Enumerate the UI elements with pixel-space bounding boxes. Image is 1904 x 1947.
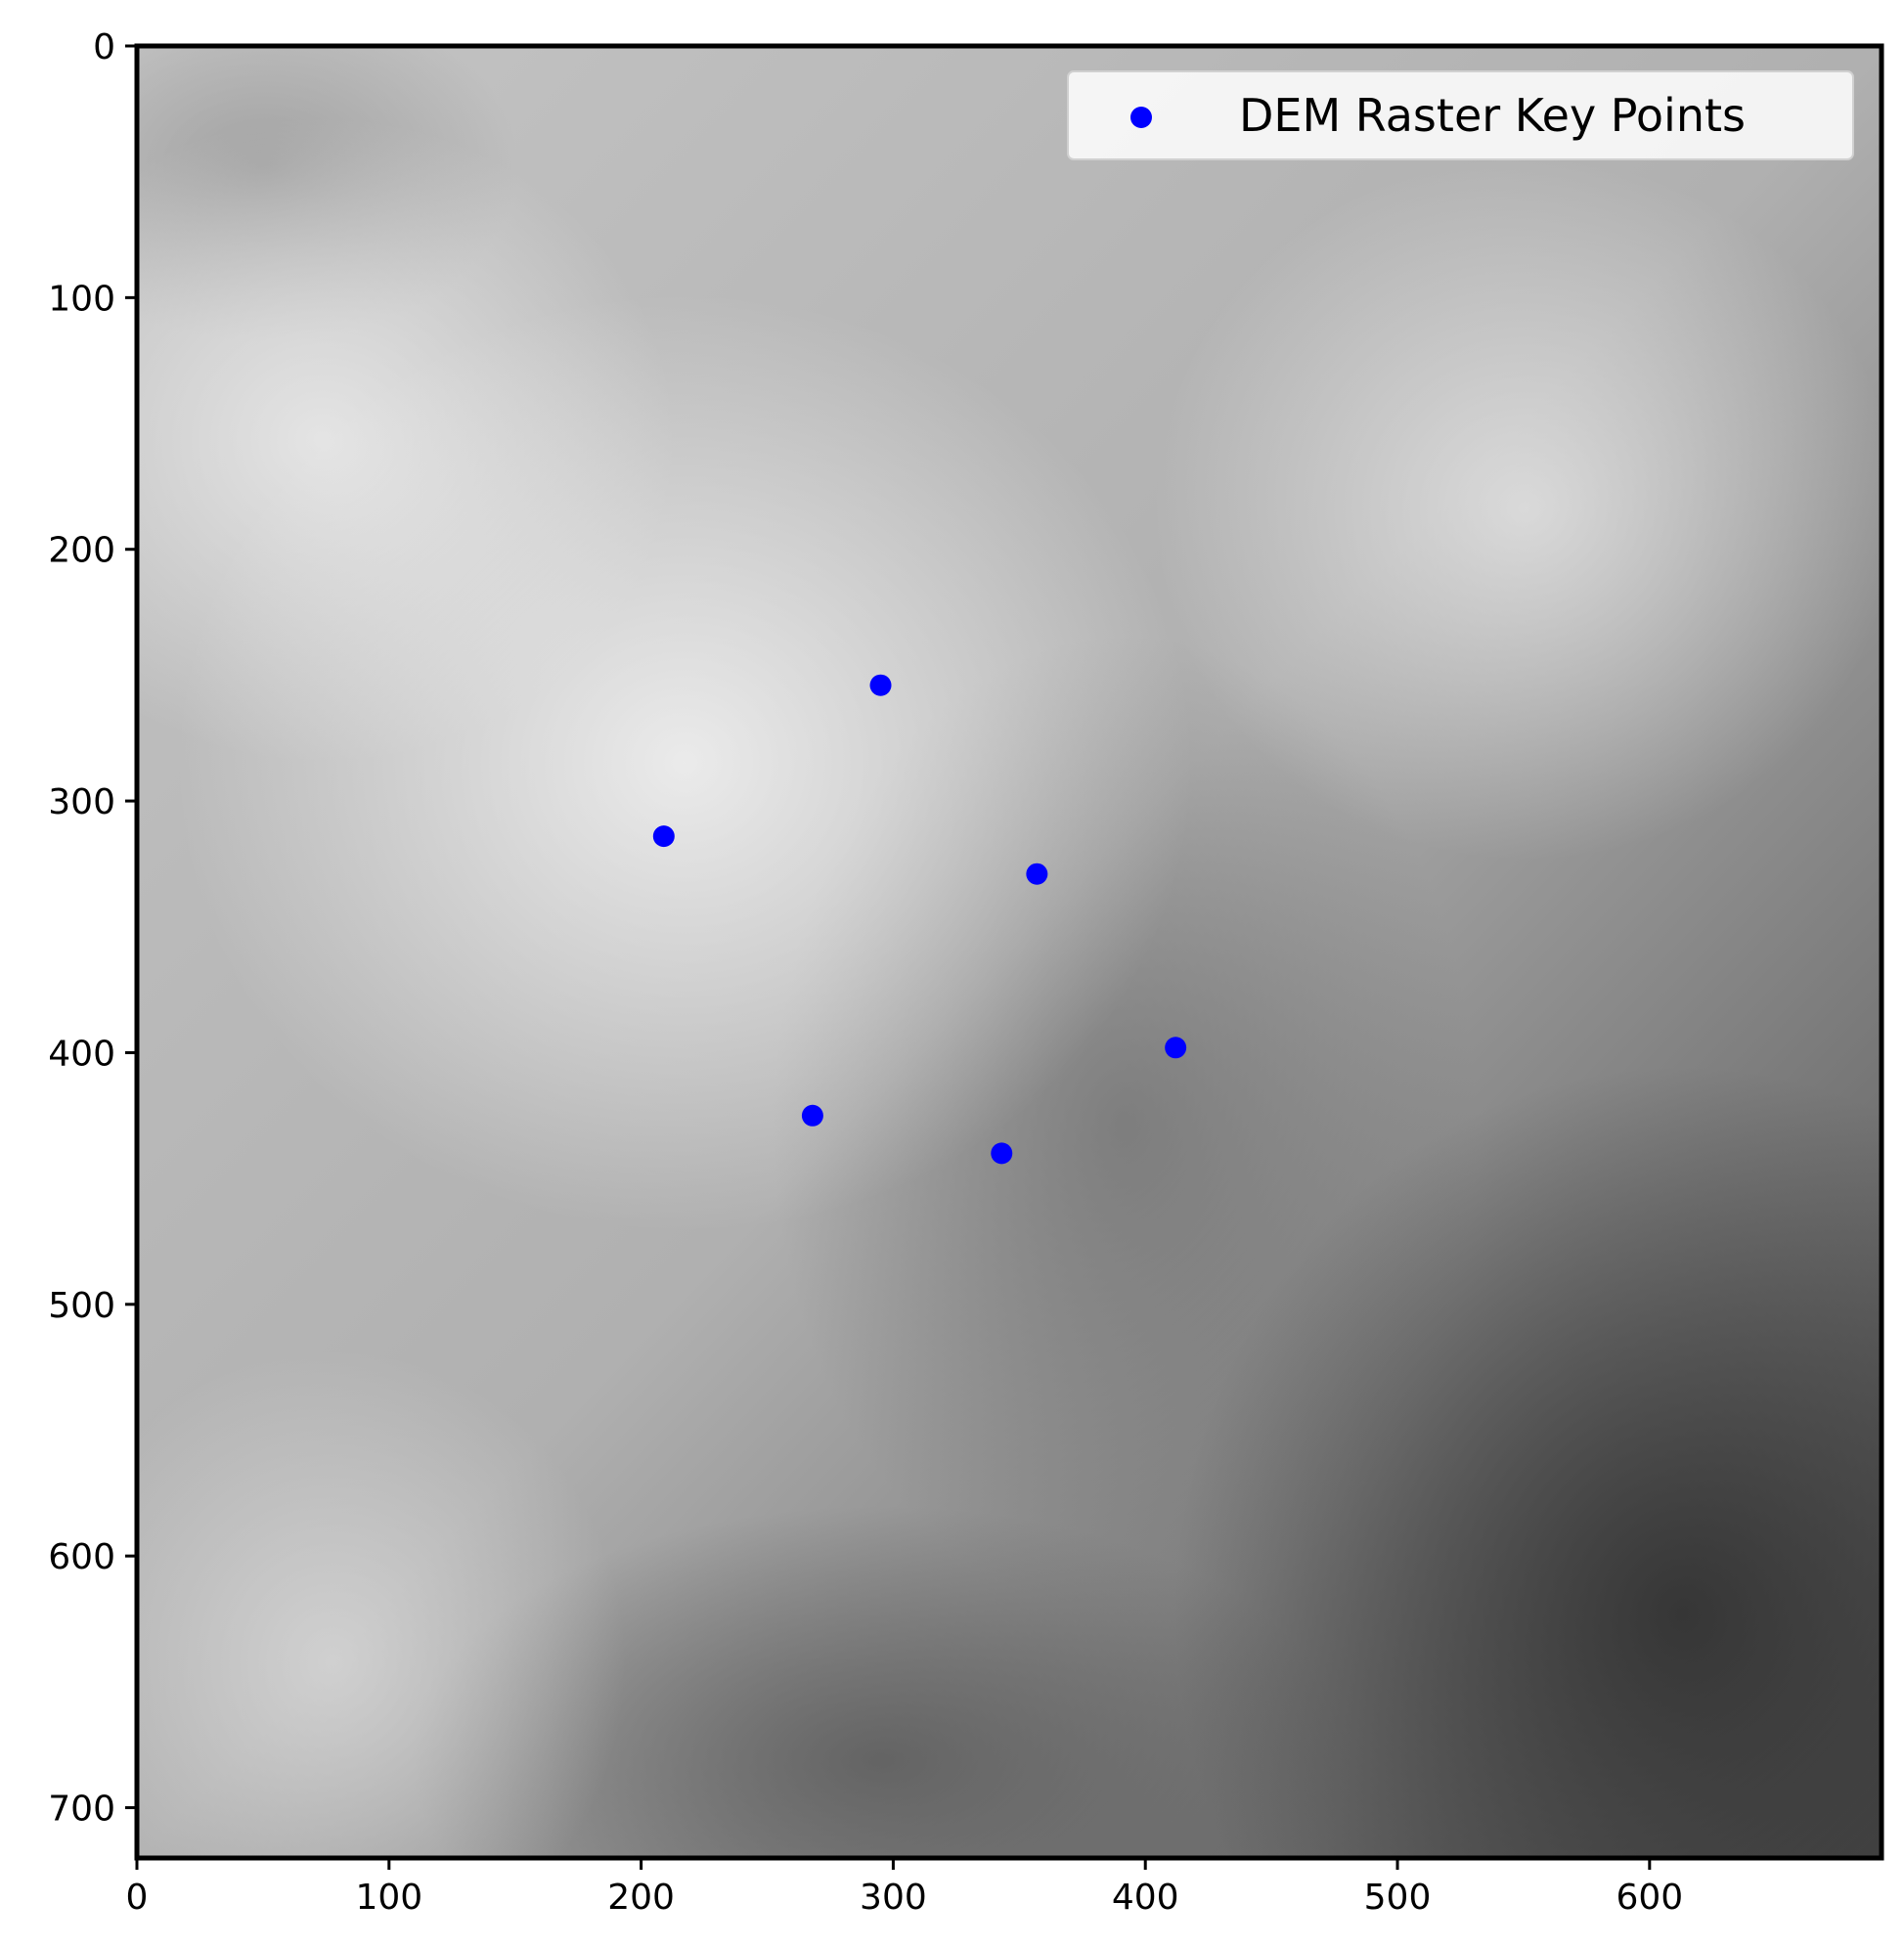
x-tick-label: 100	[355, 1878, 422, 1918]
legend-label: DEM Raster Key Points	[1239, 89, 1746, 142]
y-tick-label: 700	[48, 1790, 115, 1830]
y-tick-label: 100	[48, 279, 115, 319]
legend-marker	[1130, 107, 1152, 128]
y-tick-label: 600	[48, 1537, 115, 1577]
x-tick-label: 400	[1112, 1878, 1179, 1918]
y-tick-label: 0	[93, 27, 115, 67]
dem-raster	[137, 46, 1882, 1858]
x-tick-label: 300	[860, 1878, 927, 1918]
y-tick-label: 500	[48, 1286, 115, 1326]
y-tick-label: 200	[48, 531, 115, 571]
key-point	[991, 1142, 1013, 1165]
key-point	[1165, 1037, 1187, 1059]
key-point	[1026, 863, 1048, 885]
x-tick-label: 0	[126, 1878, 149, 1918]
legend-box	[1067, 70, 1854, 160]
x-tick-label: 500	[1364, 1878, 1432, 1918]
y-axis: 0 100 200 300 400 500 600 700	[48, 27, 137, 1830]
scatter-points	[652, 674, 1187, 1165]
key-point	[652, 825, 675, 848]
y-tick-label: 300	[48, 782, 115, 822]
y-tick-label: 400	[48, 1034, 115, 1074]
plot-frame	[134, 43, 1884, 1861]
legend: DEM Raster Key Points	[1067, 70, 1854, 160]
key-point	[801, 1104, 823, 1127]
x-axis: 0 100 200 300 400 500 600	[126, 1858, 1683, 1918]
x-tick-label: 200	[607, 1878, 675, 1918]
x-tick-label: 600	[1616, 1878, 1683, 1918]
key-point	[869, 674, 892, 696]
